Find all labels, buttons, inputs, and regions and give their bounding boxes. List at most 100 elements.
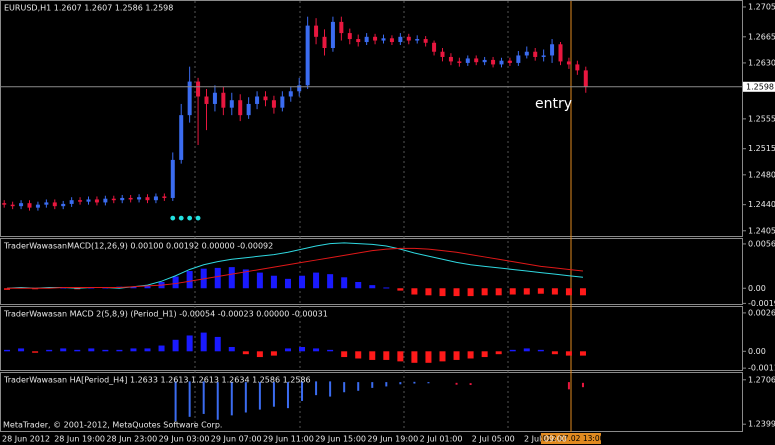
x-tick-label: 28 Jun 2012 — [2, 435, 50, 444]
cursor-label-box — [541, 433, 601, 444]
candle-body — [491, 59, 496, 65]
histogram-bar — [509, 349, 516, 352]
candle-body — [221, 92, 226, 108]
histogram-bar — [88, 348, 95, 352]
signal-dot — [178, 215, 184, 221]
histogram-bar — [397, 351, 404, 362]
histogram-bar — [270, 351, 277, 356]
histogram-bar — [270, 275, 277, 289]
histogram-bar — [130, 348, 137, 352]
candle-body — [541, 55, 546, 57]
histogram-bar — [144, 285, 151, 289]
candle-body — [347, 33, 352, 40]
grid — [194, 1, 509, 431]
candle-body — [229, 100, 234, 108]
histogram-bar — [116, 349, 123, 352]
histogram-bar — [341, 351, 348, 358]
candle-body — [52, 202, 57, 207]
histogram-bar — [341, 277, 348, 289]
panel-frame — [0, 306, 743, 371]
histogram-bar — [4, 349, 11, 352]
candle-body — [440, 51, 445, 57]
candle-body — [423, 39, 428, 43]
candle-body — [204, 96, 209, 104]
histogram-bar — [579, 288, 586, 296]
histogram-bar — [228, 346, 235, 352]
candle-body — [35, 204, 40, 208]
candle-body — [145, 197, 150, 201]
histogram-bar — [228, 267, 235, 289]
candle-body — [120, 197, 125, 201]
histogram-bar — [327, 349, 334, 352]
histogram-bar — [102, 349, 109, 352]
candle-body — [297, 85, 302, 92]
y-tick-label: 1.2399 — [748, 420, 775, 429]
candle-body — [314, 25, 319, 37]
histogram-bar — [523, 348, 530, 352]
y-tick-label: 1.2405 — [748, 226, 775, 235]
histogram-bar — [214, 267, 221, 289]
candle-body — [322, 36, 327, 48]
y-tick-label: 1.2630 — [748, 58, 775, 67]
candle-body — [507, 60, 512, 63]
candle-body — [499, 60, 504, 65]
candle-body — [103, 198, 108, 203]
candle-body — [550, 44, 555, 56]
candle-body — [27, 203, 32, 208]
histogram-bar — [355, 351, 362, 359]
candle-body — [263, 96, 268, 101]
candle-body — [44, 202, 49, 205]
current-price-label: 1.2598 — [746, 82, 774, 91]
histogram-bar — [256, 351, 263, 358]
histogram-bar — [256, 272, 263, 289]
candle-body — [330, 21, 335, 48]
candle-body — [69, 200, 74, 204]
candle-body — [187, 81, 192, 116]
histogram-bar — [551, 288, 558, 295]
x-tick-label: 2 Jul 09:00 — [524, 435, 567, 444]
histogram-bar — [299, 346, 306, 352]
histogram-bar — [439, 351, 446, 362]
candle-body — [583, 70, 588, 87]
candle-body — [398, 36, 403, 43]
histogram-bar — [537, 349, 544, 352]
candle-body — [558, 44, 563, 62]
candle-body — [389, 38, 394, 43]
candle-body — [111, 198, 116, 201]
signal-dot — [170, 215, 176, 221]
candle-body — [474, 58, 479, 63]
candle-body — [128, 197, 133, 200]
panel-frame — [0, 372, 743, 432]
y-tick-label: 1.2706 — [748, 375, 775, 384]
candle-body — [19, 203, 24, 207]
candle-body — [212, 92, 217, 104]
histogram-bar — [172, 276, 179, 289]
x-tick-label: 29 Jun 03:00 — [159, 435, 210, 444]
candle-body — [238, 100, 243, 116]
histogram-bar — [284, 278, 291, 289]
histogram-bar — [467, 351, 474, 359]
x-tick-label: 29 Jun 15:00 — [315, 435, 366, 444]
y-tick-label: 1.2480 — [748, 170, 775, 179]
x-tick-label: 29 Jun 19:00 — [367, 435, 418, 444]
histogram-bar — [537, 288, 544, 294]
histogram-bar — [172, 339, 179, 352]
histogram-bar — [425, 351, 432, 363]
candle-body — [356, 39, 361, 43]
candle-body — [381, 38, 386, 41]
y-tick-label: 1.2555 — [748, 114, 775, 123]
histogram-bar — [355, 281, 362, 289]
candle-body — [94, 199, 99, 203]
y-tick-label: 1.2440 — [748, 200, 775, 209]
histogram-bar — [481, 288, 488, 296]
histogram-bar — [32, 351, 39, 353]
histogram-bar — [565, 351, 572, 356]
histogram-bar — [242, 351, 249, 355]
histogram-bar — [397, 288, 404, 291]
candle-body — [288, 91, 293, 97]
candle-body — [516, 55, 521, 63]
candle-body — [170, 159, 175, 198]
candle-body — [162, 196, 167, 198]
indicator-line — [7, 247, 584, 289]
